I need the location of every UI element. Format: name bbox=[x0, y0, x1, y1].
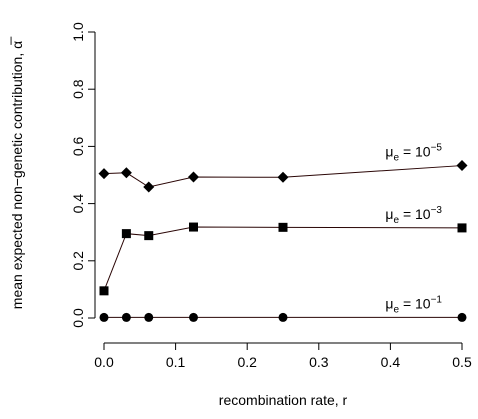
y-tick-label: 0.0 bbox=[70, 308, 86, 328]
marker bbox=[121, 312, 131, 322]
x-axis-title: recombination rate, r bbox=[219, 392, 348, 408]
label-symbol: μ bbox=[385, 295, 393, 311]
x-tick-label: 0.2 bbox=[237, 354, 257, 370]
y-tick-label: 0.6 bbox=[70, 136, 86, 156]
label-subscript: e bbox=[394, 215, 400, 226]
marker bbox=[120, 167, 132, 179]
series-line bbox=[103, 226, 463, 292]
label-symbol: μ bbox=[385, 144, 393, 160]
marker bbox=[189, 222, 198, 232]
label-superscript: −3 bbox=[431, 205, 443, 216]
label-text: = 10 bbox=[399, 144, 431, 160]
marker bbox=[457, 223, 467, 233]
marker bbox=[144, 231, 154, 241]
label-symbol: μ bbox=[385, 206, 393, 222]
label-text: = 10 bbox=[399, 295, 431, 311]
label-text: = 10 bbox=[399, 206, 431, 222]
label-superscript: −5 bbox=[431, 143, 443, 154]
x-tick-label: 0.0 bbox=[94, 354, 114, 370]
marker bbox=[457, 312, 467, 322]
x-tick-label: 0.4 bbox=[381, 354, 401, 370]
label-superscript: −1 bbox=[431, 294, 443, 305]
label-subscript: e bbox=[394, 304, 400, 315]
marker bbox=[277, 171, 289, 183]
marker bbox=[278, 312, 288, 322]
y-tick-label: 0.2 bbox=[70, 251, 86, 271]
y-tick-label: 0.8 bbox=[70, 79, 86, 99]
marker bbox=[188, 171, 199, 183]
x-tick-label: 0.3 bbox=[309, 354, 329, 370]
marker bbox=[98, 168, 110, 180]
marker bbox=[99, 312, 109, 322]
marker bbox=[189, 312, 198, 322]
marker bbox=[456, 160, 468, 172]
marker bbox=[143, 181, 155, 193]
y-tick-label: 0.4 bbox=[70, 194, 86, 214]
x-tick-label: 0.1 bbox=[166, 354, 186, 370]
label-subscript: e bbox=[394, 153, 400, 164]
series-label: μe = 10−5 bbox=[385, 143, 442, 164]
y-axis-title: mean expected non−genetic contribution, … bbox=[9, 36, 25, 309]
marker bbox=[121, 229, 131, 239]
series-label: μe = 10−3 bbox=[385, 205, 442, 226]
marker bbox=[144, 312, 154, 322]
marker bbox=[278, 222, 288, 232]
series-label: μe = 10−1 bbox=[385, 294, 442, 315]
y-tick-label: 1.0 bbox=[70, 22, 86, 42]
marker bbox=[99, 286, 109, 296]
x-tick-label: 0.5 bbox=[452, 354, 472, 370]
